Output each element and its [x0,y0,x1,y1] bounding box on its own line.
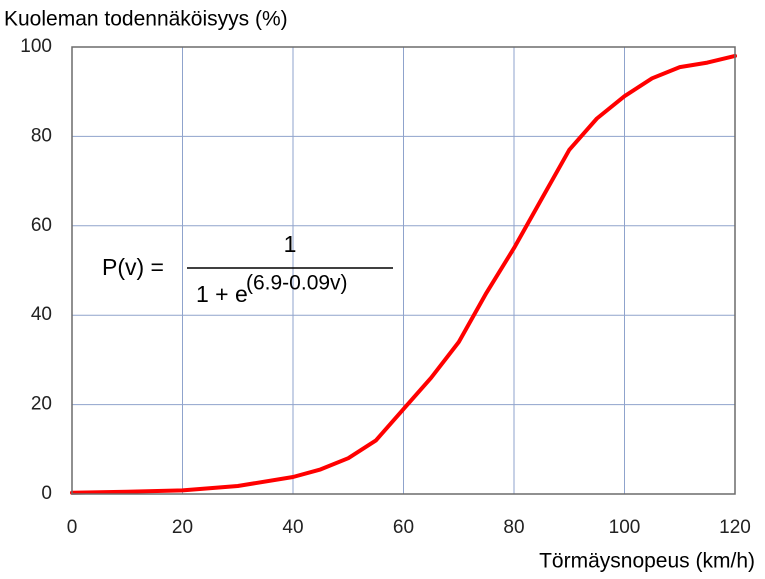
x-tick-label: 80 [503,517,524,538]
x-tick-label: 0 [67,517,78,538]
formula-lhs: P(v) = [102,254,164,280]
series [70,53,737,495]
x-tick-label: 100 [609,517,641,538]
y-tick-label: 40 [31,304,52,325]
y-tick-label: 60 [31,215,52,236]
y-tick-label: 80 [31,125,52,146]
y-tick-label: 20 [31,394,52,415]
formula-exponent: (6.9-0.09v) [246,272,348,295]
x-tick-label: 60 [393,517,414,538]
formula-numerator: 1 [284,231,297,257]
x-tick-label: 40 [282,517,303,538]
y-tick-label: 100 [20,36,52,57]
x-tick-label: 120 [719,517,751,538]
grid [71,46,736,495]
x-axis-title: Törmäysnopeus (km/h) [539,550,755,573]
formula-denominator: 1 + e [196,281,248,307]
y-tick-label: 0 [41,483,52,504]
x-tick-label: 20 [172,517,193,538]
formula: P(v) = 1 1 + e (6.9-0.09v) [102,231,393,307]
y-axis-title: Kuoleman todennäköisyys (%) [4,8,288,31]
line [70,53,737,495]
plot-border [71,46,736,495]
